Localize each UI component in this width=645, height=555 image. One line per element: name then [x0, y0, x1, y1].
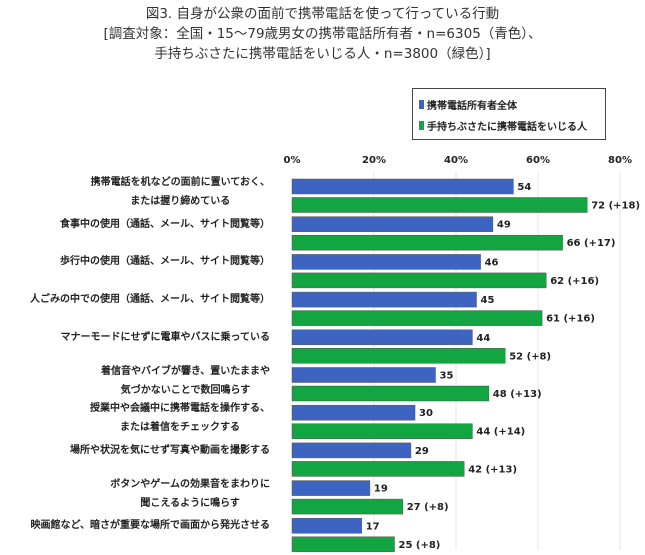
legend-swatch	[419, 100, 424, 109]
x-tick-label: 40%	[444, 155, 468, 166]
bar	[291, 329, 473, 346]
data-label: 17	[366, 521, 380, 532]
category-label: 着信音やバイブが響き、置いたままや 気づかないことで数回鳴らす	[101, 362, 270, 400]
category-label-line: 着信音やバイブが響き、置いたままや	[101, 365, 270, 377]
data-label: 45	[481, 295, 495, 306]
category-label: マナーモードにせずに電車やバスに乗っている	[61, 328, 271, 347]
data-label: 44	[476, 333, 490, 344]
bar	[291, 385, 490, 402]
data-label: 19	[374, 484, 388, 495]
bar	[291, 197, 588, 213]
bar	[291, 178, 514, 195]
category-label-line: マナーモードにせずに電車やバスに乗っている	[60, 331, 271, 343]
legend-entry-green: 手持ちぶさたに携帯電話をいじる人	[419, 118, 587, 133]
bar	[291, 404, 416, 421]
category-label: 食事中の使用（通話、メール、サイト閲覧等）	[60, 215, 270, 234]
category-label: 映画館など、暗さが重要な場所で画面から発光させる	[31, 516, 271, 535]
category-label: 授業中や会議中に携帯電話を操作する、 または着信をチェックする	[90, 399, 270, 437]
legend-entry-blue: 携帯電話所有者全体	[419, 97, 517, 112]
data-label: 44 (+14)	[476, 427, 525, 438]
bar	[291, 348, 506, 364]
category-label-line: 食事中の使用（通話、メール、サイト閲覧等）	[60, 218, 270, 230]
bar	[291, 480, 371, 496]
category-label-line: 聞こえるように鳴らす	[140, 497, 240, 509]
data-label: 61 (+16)	[546, 314, 595, 325]
category-label-line: 歩行中の使用（通話、メール、サイト閲覧等）	[60, 256, 270, 268]
bar	[291, 367, 436, 383]
bar	[291, 272, 547, 289]
category-label: 歩行中の使用（通話、メール、サイト閲覧等）	[60, 252, 270, 271]
category-label: 人ごみの中での使用（通話、メール、サイト閲覧等）	[30, 290, 270, 309]
data-label: 25 (+8)	[399, 540, 441, 551]
chart-subtitle-1: [調査対象：全国・15～79歳男女の携帯電話所有者・n=6305（青色）、	[103, 26, 542, 42]
data-label: 54	[517, 182, 531, 193]
data-label: 30	[419, 408, 433, 419]
legend-label: 携帯電話所有者全体	[427, 101, 517, 112]
data-label: 27 (+8)	[407, 502, 449, 513]
bar	[291, 518, 362, 534]
data-label: 72 (+18)	[591, 201, 640, 212]
category-label-line: ボタンやゲームの効果音をまわりに	[110, 478, 270, 490]
bar	[291, 498, 403, 515]
category-label: ボタンやゲームの効果音をまわりに 聞こえるように鳴らす	[110, 475, 270, 513]
bar	[291, 216, 494, 232]
data-label: 35	[440, 371, 454, 382]
category-label-line: 場所や状況を気にせず写真や動画を撮影する	[70, 444, 270, 456]
x-tick-label: 80%	[608, 155, 632, 166]
data-label: 52 (+8)	[509, 351, 551, 362]
bar	[291, 536, 395, 553]
x-tick-label: 0%	[284, 155, 301, 166]
category-label-line: 人ごみの中での使用（通話、メール、サイト閲覧等）	[30, 294, 270, 306]
chart-subtitle-2: 手持ちぶさたに携帯電話をいじる人・n=3800（緑色）]	[154, 46, 491, 62]
category-label: 場所や状況を気にせず写真や動画を撮影する	[70, 441, 270, 460]
data-label: 62 (+16)	[550, 276, 599, 287]
category-label-line: または着信をチェックする	[120, 422, 240, 434]
category-label-line: 授業中や会議中に携帯電話を操作する、	[90, 403, 270, 415]
bar	[291, 291, 477, 308]
data-label: 29	[415, 446, 429, 457]
legend: 携帯電話所有者全体 手持ちぶさたに携帯電話をいじる人	[412, 88, 606, 140]
category-label-line: 携帯電話を机などの面前に置いておく、	[90, 177, 270, 188]
data-label: 48 (+13)	[493, 389, 542, 400]
bar	[291, 423, 473, 439]
bar	[291, 442, 412, 459]
category-label-line: または握り締めている	[130, 196, 231, 207]
data-label: 46	[485, 257, 499, 268]
x-tick-label: 20%	[362, 155, 386, 166]
category-label: 携帯電話を机などの面前に置いておく、 または握り締めている	[91, 173, 270, 211]
x-tick-label: 60%	[526, 155, 550, 166]
bar	[291, 254, 481, 270]
legend-label: 手持ちぶさたに携帯電話をいじる人	[427, 122, 587, 133]
bar	[291, 310, 543, 326]
data-label: 42 (+13)	[468, 464, 517, 475]
category-label-line: 気づかないことで数回鳴らす	[120, 384, 251, 396]
data-label: 49	[497, 220, 511, 231]
category-label-line: 映画館など、暗さが重要な場所で画面から発光させる	[30, 520, 271, 532]
data-label: 66 (+17)	[567, 238, 616, 249]
chart-title: 図3. 自身が公衆の面前で携帯電話を使って行っている行動	[145, 6, 500, 22]
bar	[291, 461, 465, 477]
bar	[291, 234, 563, 251]
legend-swatch	[419, 121, 424, 130]
